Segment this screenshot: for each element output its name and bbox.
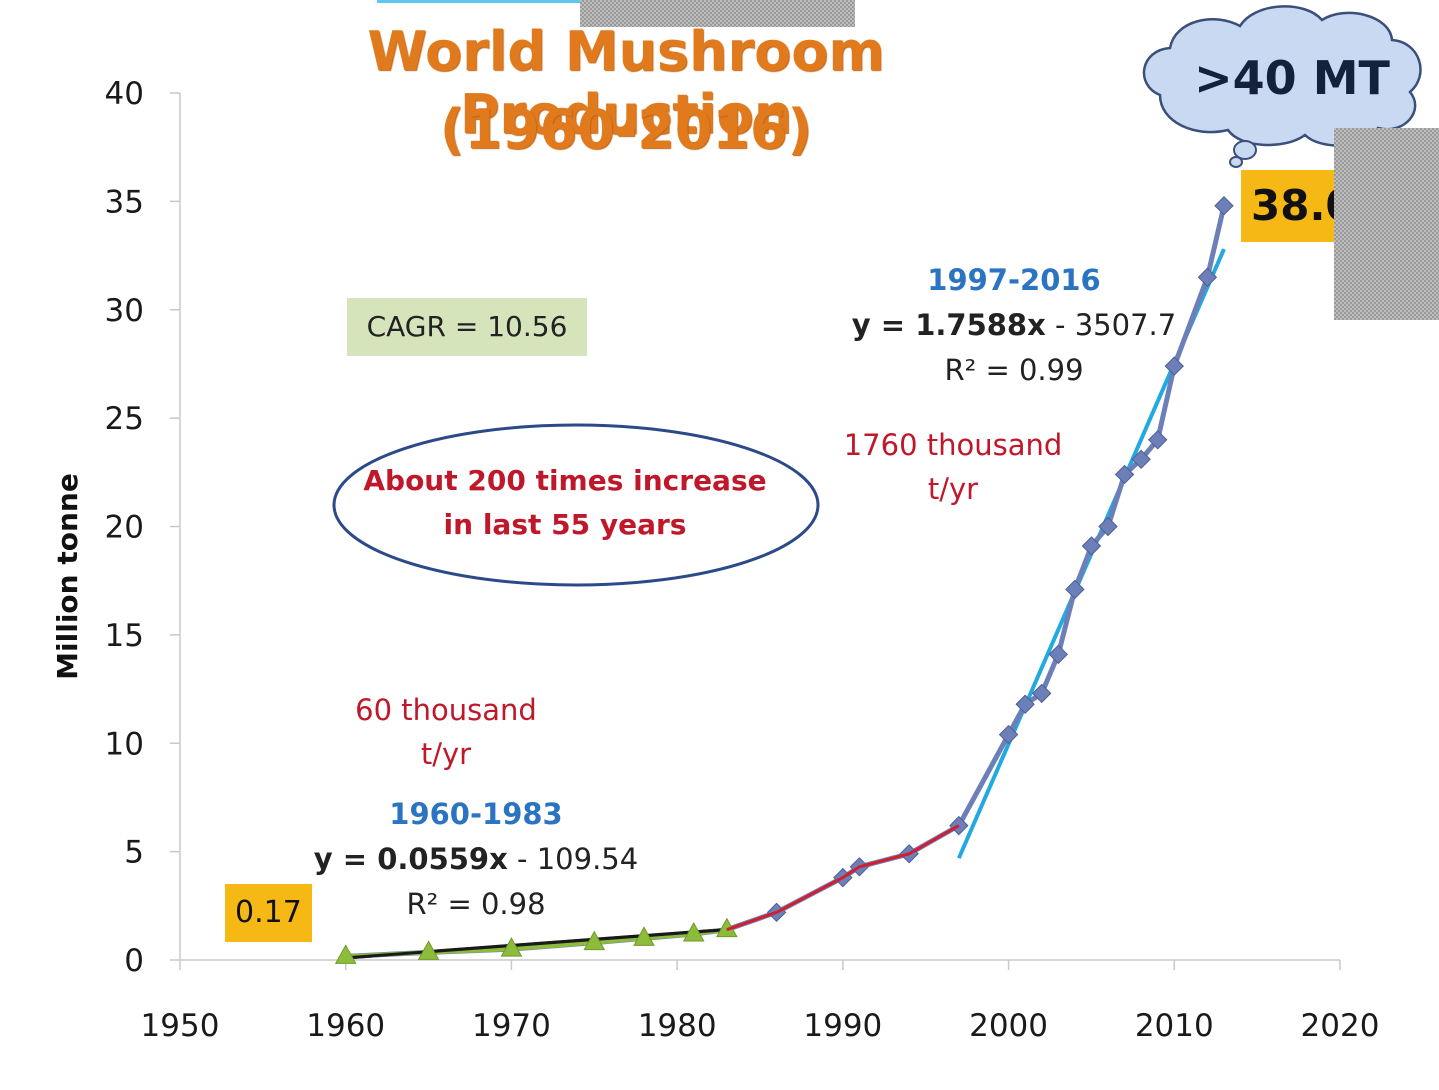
data-point-diamond	[1197, 267, 1218, 287]
fit-low-equation: y = 0.0559x - 109.54	[314, 842, 638, 876]
x-tick-label: 2020	[1301, 1008, 1380, 1044]
start-value-label: 0.17	[225, 884, 312, 942]
redaction-block-right	[1334, 128, 1439, 320]
x-tick-label: 1990	[803, 1008, 882, 1044]
data-point-triangle	[633, 926, 655, 946]
y-tick-label: 0	[124, 943, 144, 979]
fit-high-r2: R² = 0.99	[944, 353, 1083, 387]
y-tick-label: 20	[105, 510, 144, 546]
fit-low-period: 1960-1983	[389, 797, 562, 831]
chart-title: World Mushroom Production	[367, 20, 885, 146]
y-axis-title: Million tonne	[51, 473, 84, 680]
ellipse-text-line2: in last 55 years	[444, 508, 687, 541]
x-tick-label: 1970	[472, 1008, 551, 1044]
fit-low-equation-rest: - 109.54	[508, 842, 638, 876]
redaction-block-top	[580, 0, 855, 27]
data-point-diamond	[1032, 683, 1052, 704]
data-point-diamond	[1015, 694, 1035, 714]
fit-low-equation-bold: y = 0.0559x	[314, 842, 508, 876]
data-point-diamond	[1048, 644, 1068, 665]
y-tick-label: 35	[105, 184, 144, 220]
annotation-ellipse	[332, 423, 820, 587]
data-point-diamond	[1065, 579, 1085, 600]
fit-high-equation-bold: y = 1.7588x	[852, 308, 1046, 342]
data-point-triangle	[500, 937, 523, 957]
y-tick-label: 10	[105, 726, 144, 762]
fit-high-equation: y = 1.7588x - 3507.7	[852, 308, 1176, 342]
series-production	[334, 196, 1234, 964]
data-point-diamond	[1214, 196, 1234, 216]
data-point-diamond	[1081, 536, 1102, 556]
x-tick-label: 1950	[141, 1008, 220, 1044]
fit-low-r2: R² = 0.98	[406, 887, 545, 921]
data-point-diamond	[1164, 356, 1184, 376]
data-point-triangle	[417, 940, 440, 960]
cloud-label: >40 MT	[1194, 51, 1390, 105]
y-tick-label: 15	[105, 618, 144, 654]
x-tick-label: 2000	[969, 1008, 1048, 1044]
rate-low-line1: 60 thousand	[355, 693, 537, 727]
y-tick-label: 25	[105, 401, 144, 437]
cagr-box: CAGR = 10.56	[347, 298, 587, 356]
data-point-diamond	[998, 724, 1019, 745]
data-point-diamond	[1098, 516, 1118, 537]
rate-low-line2: t/yr	[421, 737, 471, 771]
y-tick-label: 5	[124, 835, 144, 871]
data-point-triangle	[334, 944, 357, 964]
data-point-diamond	[1114, 464, 1135, 485]
rate-high-line1: 1760 thousand	[844, 428, 1063, 462]
x-tick-label: 1980	[638, 1008, 717, 1044]
x-tick-label: 1960	[306, 1008, 385, 1044]
chart-axes: 0 5 10 15 20 25 30 35 40 1950 1960 1970 1980 1990 2000…	[51, 76, 1379, 1044]
fit-high-period: 1997-2016	[927, 263, 1100, 297]
ellipse-text-line1: About 200 times increase	[363, 464, 766, 497]
y-tick-label: 30	[105, 293, 144, 329]
top-edge-accent	[377, 0, 717, 3]
data-point-triangle	[583, 930, 606, 951]
fit-high-equation-rest: - 3507.7	[1046, 308, 1176, 342]
cloud-callout	[1142, 5, 1422, 168]
trendline-1960-1983-overlay	[345, 928, 727, 960]
x-tick-label: 2010	[1135, 1008, 1214, 1044]
rate-high-line2: t/yr	[928, 472, 978, 506]
data-point-diamond	[1131, 449, 1151, 470]
y-tick-label: 40	[105, 76, 144, 112]
data-point-triangle	[682, 921, 705, 942]
data-point-diamond	[1148, 430, 1168, 450]
annotation-texts: About 200 times increase in last 55 years…	[314, 51, 1391, 921]
chart-subtitle: (1960-2016)	[439, 98, 813, 161]
trendline-1983-1997-overlay	[726, 824, 960, 932]
